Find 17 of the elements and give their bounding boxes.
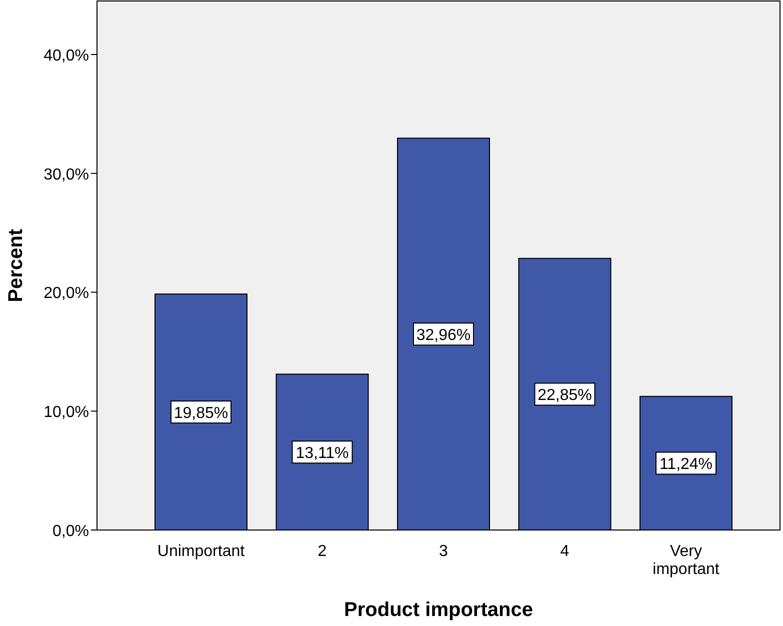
x-axis-title: Product importance — [344, 599, 533, 621]
x-tick-label: 4 — [560, 543, 570, 560]
x-tick-label: Unimportant — [157, 543, 246, 560]
y-tick-label: 30,0% — [44, 166, 89, 184]
data-label: 11,24% — [659, 456, 713, 474]
data-label: 22,85% — [538, 387, 592, 404]
x-tick-label: 3 — [439, 543, 448, 560]
y-tick-label: 20,0% — [44, 285, 89, 302]
x-tick-label: 2 — [318, 543, 327, 560]
y-tick-label: 10,0% — [44, 404, 89, 422]
data-label: 13,11% — [296, 445, 349, 462]
y-axis-title: Percent — [5, 228, 27, 302]
y-tick-label: 0,0% — [52, 523, 89, 540]
y-tick-label: 40,0% — [44, 47, 89, 64]
data-label: 19,85% — [174, 405, 228, 422]
x-tick-label: Very important — [652, 543, 720, 578]
data-label: 32,96% — [416, 327, 471, 344]
